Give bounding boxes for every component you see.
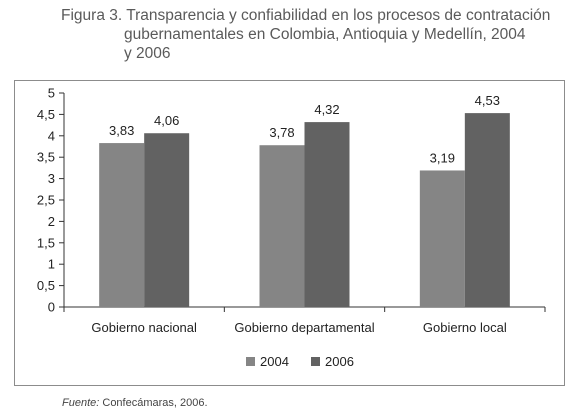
data-label: 4,06	[154, 113, 179, 128]
y-tick-label: 4	[48, 128, 55, 143]
category-label: Gobierno departamental	[234, 320, 374, 335]
bar-2004	[99, 143, 145, 307]
data-label: 3,78	[269, 125, 294, 140]
data-label: 3,19	[430, 150, 455, 165]
y-tick-label: 4,5	[37, 107, 55, 122]
title-line-3: y 2006	[124, 45, 171, 62]
title-line-2: gubernamentales en Colombia, Antioquia y…	[124, 26, 526, 43]
legend-swatch-2004	[246, 357, 255, 366]
title-line-1: Figura 3. Transparencia y confiabilidad …	[61, 7, 551, 24]
y-tick-label: 1	[48, 257, 55, 272]
chart-title: Figura 3. Transparencia y confiabilidad …	[61, 6, 571, 63]
bar-2006	[304, 122, 350, 307]
y-tick-label: 3	[48, 171, 55, 186]
y-tick-label: 0	[48, 300, 55, 315]
bar-2006	[464, 113, 510, 307]
data-label: 4,53	[475, 93, 500, 108]
y-tick-label: 2	[48, 214, 55, 229]
y-tick-label: 5	[48, 86, 55, 101]
legend-swatch-2006	[311, 357, 320, 366]
data-label: 3,83	[109, 123, 134, 138]
source-note: Fuente: Confecámaras, 2006.	[62, 397, 208, 409]
category-label: Gobierno nacional	[91, 320, 197, 335]
source-text: Confecámaras, 2006.	[102, 397, 208, 409]
category-label: Gobierno local	[423, 320, 507, 335]
legend-label: 2004	[260, 354, 289, 369]
y-tick-label: 3,5	[37, 150, 55, 165]
legend-label: 2006	[325, 354, 354, 369]
source-label: Fuente:	[62, 397, 100, 409]
bar-2004	[259, 145, 305, 307]
bar-2004	[419, 170, 465, 307]
y-tick-label: 2,5	[37, 193, 55, 208]
data-label: 4,32	[314, 102, 339, 117]
y-tick-label: 0,5	[37, 278, 55, 293]
chart-frame	[14, 80, 565, 386]
bar-2006	[144, 133, 190, 307]
y-tick-label: 1,5	[37, 235, 55, 250]
